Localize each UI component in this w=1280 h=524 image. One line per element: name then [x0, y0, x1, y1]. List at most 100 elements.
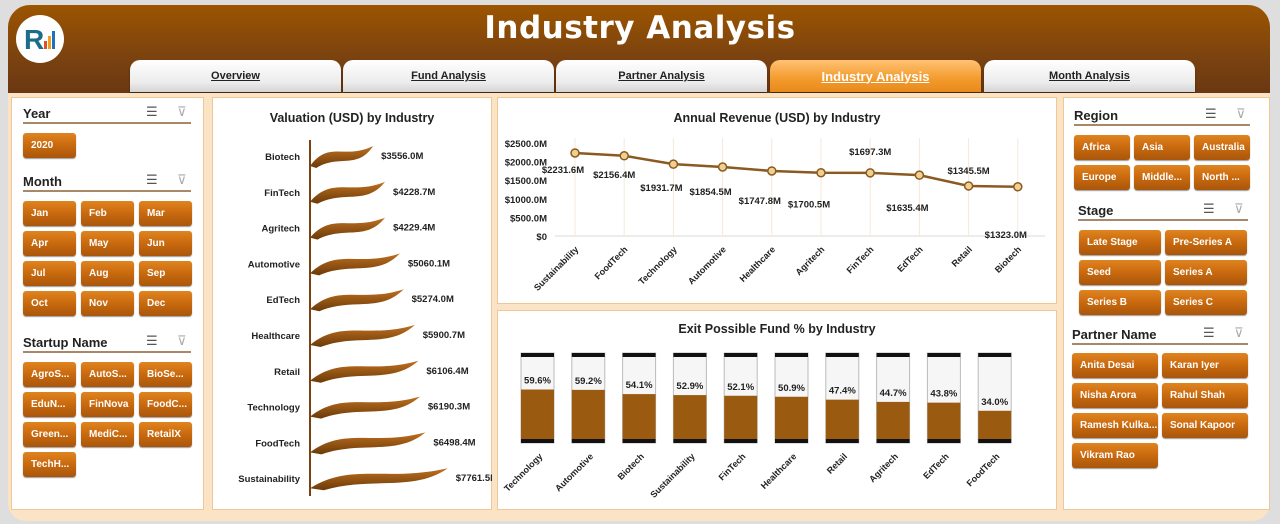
clear-filter-icon[interactable]: ⊽ [1234, 326, 1244, 341]
revenue-point [668, 159, 679, 169]
startup-slicer-item[interactable]: TechH... [23, 452, 76, 477]
valuation-data-label: $7761.5M [456, 473, 492, 484]
exit-fill-bar [825, 399, 859, 439]
startup-slicer-item[interactable]: FoodC... [139, 392, 192, 417]
tab-industry-analysis[interactable]: Industry Analysis [770, 60, 981, 92]
month-slicer-item[interactable]: Aug [81, 261, 134, 286]
revenue-data-label: $1635.4M [886, 203, 928, 214]
exit-cylinder-base [622, 439, 656, 443]
partner-slicer-item[interactable]: Sonal Kapoor [1162, 413, 1248, 438]
month-slicer-item[interactable]: Apr [23, 231, 76, 256]
region-slicer-item[interactable]: Africa [1074, 135, 1130, 160]
multi-select-icon[interactable]: ☰ [1203, 326, 1215, 341]
revenue-point [717, 162, 728, 172]
startup-slicer-item[interactable]: FinNova [81, 392, 134, 417]
stage-slicer-item[interactable]: Seed [1079, 260, 1161, 285]
exit-x-tick: Agritech [867, 451, 900, 484]
month-slicer-item[interactable]: Jul [23, 261, 76, 286]
exit-fill-bar [673, 395, 707, 439]
startup-slicer-item[interactable]: MediC... [81, 422, 134, 447]
multi-select-icon[interactable]: ☰ [146, 173, 158, 188]
year-slicer-title: Year [23, 106, 51, 121]
revenue-x-tick: FoodTech [593, 244, 630, 281]
partner-slicer-item[interactable]: Anita Desai [1072, 353, 1158, 378]
region-slicer-item[interactable]: North ... [1194, 165, 1250, 190]
stage-slicer-item[interactable]: Series C [1165, 290, 1247, 315]
clear-filter-icon[interactable]: ⊽ [1236, 107, 1246, 122]
exit-cylinder-cap [775, 353, 808, 357]
clear-filter-icon[interactable]: ⊽ [177, 105, 187, 120]
startup-slicer-item[interactable]: AutoS... [81, 362, 134, 387]
valuation-data-label: $4228.7M [393, 187, 435, 198]
clear-filter-icon[interactable]: ⊽ [177, 173, 187, 188]
valuation-category-label: FoodTech [255, 438, 300, 449]
stage-slicer-item[interactable]: Series A [1165, 260, 1247, 285]
revenue-point [767, 166, 777, 176]
stage-slicer-item[interactable]: Pre-Series A [1165, 230, 1247, 255]
exit-x-tick: Retail [825, 451, 849, 475]
startup-slicer-item[interactable]: AgroS... [23, 362, 76, 387]
month-slicer-item[interactable]: Mar [139, 201, 192, 226]
slicer-divider [23, 190, 191, 192]
exit-cylinder-base [775, 439, 808, 443]
stage-slicer-item[interactable]: Late Stage [1079, 230, 1161, 255]
partner-slicer-item[interactable]: Vikram Rao [1072, 443, 1158, 468]
page-title: Industry Analysis [484, 10, 796, 46]
region-slicer-item[interactable]: Asia [1134, 135, 1190, 160]
revenue-x-tick: EdTech [895, 244, 925, 274]
valuation-bar [310, 146, 374, 168]
valuation-category-label: Healthcare [251, 331, 300, 342]
multi-select-icon[interactable]: ☰ [1203, 202, 1215, 217]
valuation-category-label: Automotive [248, 259, 300, 270]
tab-partner-analysis[interactable]: Partner Analysis [556, 60, 767, 92]
tab-overview[interactable]: Overview [130, 60, 341, 92]
month-slicer-item[interactable]: Dec [139, 291, 192, 316]
month-slicer-item[interactable]: May [81, 231, 134, 256]
revenue-data-label: $1747.8M [739, 196, 781, 207]
exit-cylinder-base [927, 439, 961, 443]
month-slicer-item[interactable]: Jun [139, 231, 192, 256]
exit-fill-bar [724, 395, 758, 439]
revenue-x-tick: FinTech [845, 244, 876, 275]
tab-fund-analysis[interactable]: Fund Analysis [343, 60, 554, 92]
month-slicer-item[interactable]: Feb [81, 201, 134, 226]
exit-x-tick: FoodTech [965, 451, 1002, 488]
month-slicer-item[interactable]: Jan [23, 201, 76, 226]
exit-x-tick: Automotive [553, 451, 595, 493]
month-slicer-item[interactable]: Nov [81, 291, 134, 316]
partner-slicer-item[interactable]: Karan Iyer [1162, 353, 1248, 378]
partner-slicer-item[interactable]: Rahul Shah [1162, 383, 1248, 408]
tab-month-analysis[interactable]: Month Analysis [984, 60, 1195, 92]
region-slicer-item[interactable]: Europe [1074, 165, 1130, 190]
month-slicer-item[interactable]: Sep [139, 261, 192, 286]
year-slicer-item[interactable]: 2020 [23, 133, 76, 158]
clear-filter-icon[interactable]: ⊽ [177, 334, 187, 349]
partner-slicer-item[interactable]: Nisha Arora [1072, 383, 1158, 408]
valuation-data-label: $5900.7M [423, 330, 465, 341]
startup-slicer-item[interactable]: Green... [23, 422, 76, 447]
revenue-chart-panel [497, 97, 1057, 304]
partner-slicer-item[interactable]: Ramesh Kulka... [1072, 413, 1158, 438]
exit-cylinder-base [521, 439, 554, 443]
multi-select-icon[interactable]: ☰ [146, 334, 158, 349]
valuation-bar [310, 181, 386, 204]
exit-cylinder-cap [825, 353, 859, 357]
clear-filter-icon[interactable]: ⊽ [1234, 202, 1244, 217]
revenue-data-label: $1345.5M [947, 166, 989, 177]
stage-slicer-item[interactable]: Series B [1079, 290, 1161, 315]
slicer-divider [1078, 219, 1248, 221]
startup-slicer-item[interactable]: BioSe... [139, 362, 192, 387]
region-slicer-item[interactable]: Middle... [1134, 165, 1190, 190]
revenue-x-tick: Automotive [686, 244, 728, 286]
startup-slicer-item[interactable]: RetailX [139, 422, 192, 447]
multi-select-icon[interactable]: ☰ [1205, 107, 1217, 122]
multi-select-icon[interactable]: ☰ [146, 105, 158, 120]
revenue-point [570, 148, 580, 158]
month-slicer-item[interactable]: Oct [23, 291, 76, 316]
revenue-point [914, 170, 925, 180]
exit-x-tick: EdTech [921, 451, 951, 481]
exit-cylinder-base [876, 439, 910, 443]
region-slicer-item[interactable]: Australia [1194, 135, 1250, 160]
svg-text:R: R [24, 24, 44, 55]
startup-slicer-item[interactable]: EduN... [23, 392, 76, 417]
